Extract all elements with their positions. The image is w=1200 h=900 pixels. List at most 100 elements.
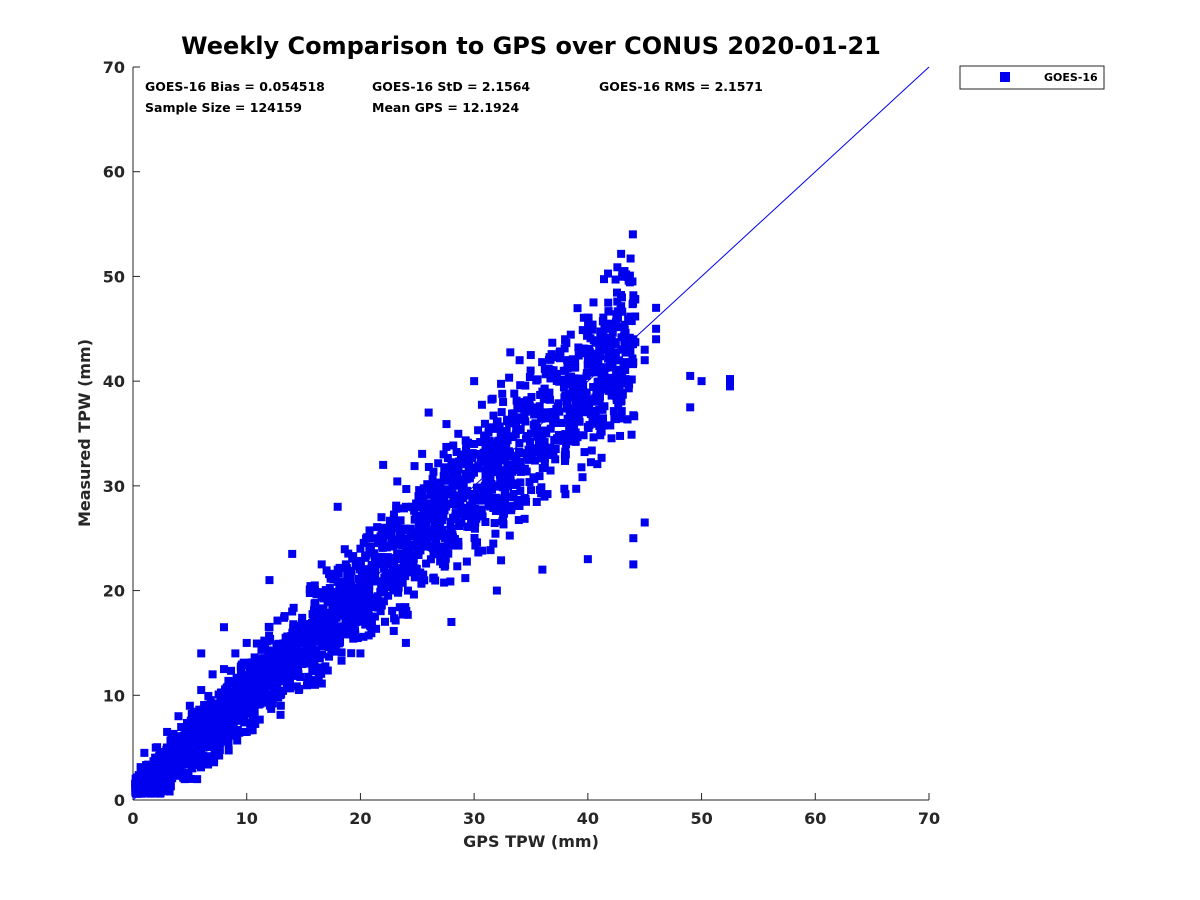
data-point <box>331 592 340 601</box>
data-point <box>400 564 409 573</box>
data-point <box>572 484 581 493</box>
data-point <box>611 355 620 364</box>
data-point <box>453 562 462 571</box>
data-point <box>322 640 331 649</box>
data-point <box>456 499 465 508</box>
data-point <box>393 519 402 528</box>
data-point <box>337 656 346 665</box>
data-point <box>440 578 449 587</box>
data-point <box>165 772 174 781</box>
data-point <box>485 423 494 432</box>
data-point <box>424 462 433 471</box>
data-point <box>428 533 437 542</box>
data-point <box>502 433 511 442</box>
data-point <box>219 623 228 632</box>
data-point <box>535 472 544 481</box>
data-point <box>538 387 547 396</box>
data-point <box>474 426 483 435</box>
data-point <box>166 782 175 791</box>
data-point <box>292 682 301 691</box>
data-point <box>229 717 238 726</box>
data-point <box>504 460 513 469</box>
data-point <box>452 447 461 456</box>
data-point <box>617 377 626 386</box>
data-point <box>267 693 276 702</box>
x-tick-label: 60 <box>804 809 826 828</box>
data-point <box>515 413 524 422</box>
data-point <box>606 421 615 430</box>
data-point <box>423 536 432 545</box>
data-point <box>473 538 482 547</box>
data-point <box>583 555 592 564</box>
data-point <box>387 542 396 551</box>
data-point <box>312 611 321 620</box>
data-point <box>342 611 351 620</box>
data-point <box>551 445 560 454</box>
data-point <box>199 705 208 714</box>
data-point <box>352 583 361 592</box>
data-point <box>595 422 604 431</box>
data-point <box>434 478 443 487</box>
data-point <box>617 333 626 342</box>
data-point <box>446 519 455 528</box>
data-point <box>613 307 622 316</box>
data-point <box>525 373 534 382</box>
data-point <box>419 570 428 579</box>
data-point <box>470 534 479 543</box>
data-point <box>480 419 489 428</box>
data-point <box>237 711 246 720</box>
data-point <box>498 389 507 398</box>
y-tick-label: 10 <box>103 686 125 705</box>
data-point <box>640 345 649 354</box>
data-point <box>202 734 211 743</box>
data-point <box>584 320 593 329</box>
data-point <box>359 632 368 641</box>
data-point <box>383 553 392 562</box>
data-point <box>556 354 565 363</box>
data-point <box>273 616 282 625</box>
data-point <box>219 702 228 711</box>
data-point <box>419 494 428 503</box>
data-point <box>488 485 497 494</box>
data-point <box>235 728 244 737</box>
data-point <box>296 625 305 634</box>
data-point <box>139 775 148 784</box>
data-point <box>379 460 388 469</box>
data-point <box>359 538 368 547</box>
data-point <box>686 403 695 412</box>
legend-box <box>959 65 1105 90</box>
data-point <box>403 537 412 546</box>
data-point <box>390 510 399 519</box>
data-point <box>530 456 539 465</box>
data-point <box>385 516 394 525</box>
data-point <box>577 463 586 472</box>
data-point <box>507 409 516 418</box>
data-point <box>230 731 239 740</box>
data-point <box>449 441 458 450</box>
data-point <box>583 422 592 431</box>
data-point <box>254 689 263 698</box>
data-point <box>388 566 397 575</box>
data-point <box>180 735 189 744</box>
data-point <box>433 528 442 537</box>
data-point <box>465 461 474 470</box>
data-point <box>540 460 549 469</box>
data-point <box>570 358 579 367</box>
data-point <box>490 519 499 528</box>
data-point <box>537 454 546 463</box>
data-point <box>366 622 375 631</box>
data-point <box>567 372 576 381</box>
data-point <box>224 739 233 748</box>
data-point <box>223 719 232 728</box>
data-point <box>606 324 615 333</box>
data-point <box>240 718 249 727</box>
data-point <box>482 491 491 500</box>
data-point <box>134 771 143 780</box>
data-point <box>311 646 320 655</box>
data-point <box>487 454 496 463</box>
data-point <box>604 307 613 316</box>
data-point <box>319 606 328 615</box>
data-point <box>265 701 274 710</box>
data-point <box>276 663 285 672</box>
data-point <box>551 455 560 464</box>
